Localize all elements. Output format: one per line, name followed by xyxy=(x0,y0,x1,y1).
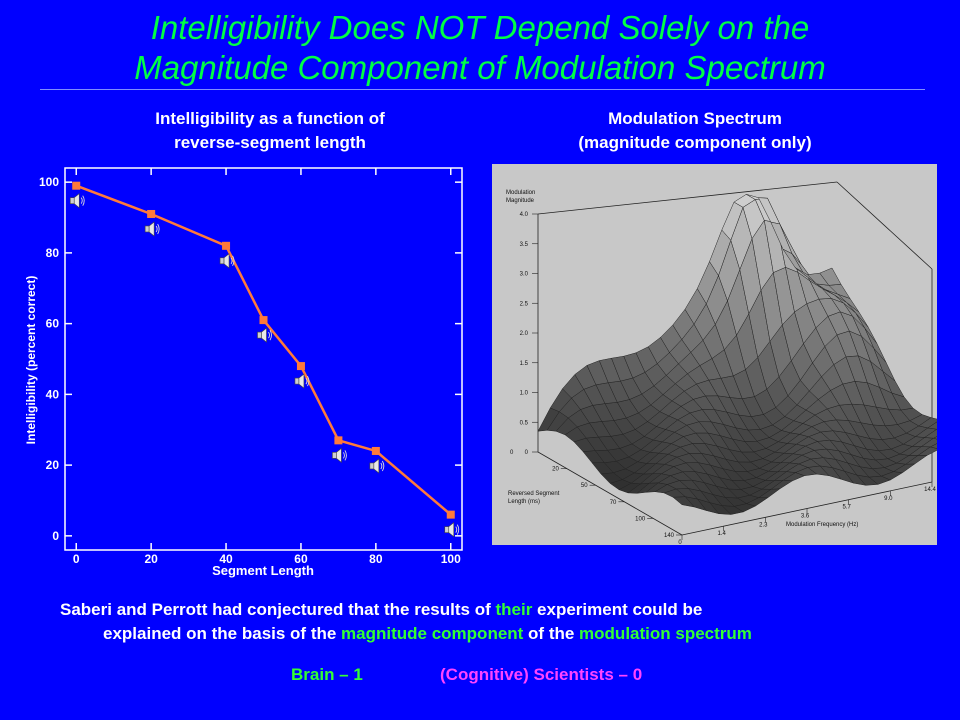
z-tick-group: 4.0 3.5 3.0 2.5 2.0 1.5 1.0 0.5 0 xyxy=(520,212,538,456)
z-tick-label: 3.5 xyxy=(520,242,529,248)
series-line xyxy=(75,184,452,516)
frequency-axis-label: Modulation Frequency (Hz) xyxy=(786,522,858,528)
title-line-2: Magnitude Component of Modulation Spectr… xyxy=(134,49,826,86)
data-point xyxy=(72,181,81,190)
left-subtitle-line-1: Intelligibility as a function of xyxy=(155,109,385,128)
footer-text-2: experiment could be xyxy=(532,600,703,619)
z-tick-label: 2.5 xyxy=(520,301,529,307)
frequency-tick-label: 9.0 xyxy=(884,496,893,502)
frequency-tick-label: 2.3 xyxy=(759,522,768,528)
data-point xyxy=(371,446,380,455)
z-tick-label: 0.5 xyxy=(520,420,529,426)
y-tick-label: 0 xyxy=(52,529,59,543)
segment-axis-label-line-1: Reversed Segment xyxy=(508,491,560,497)
frequency-tick-label: 14.4 xyxy=(924,487,936,493)
footer-text-4: of the xyxy=(523,624,580,643)
data-point xyxy=(334,436,343,445)
segment-origin-label: 0 xyxy=(510,450,514,456)
z-tick-label: 0 xyxy=(525,450,529,456)
surface-facet xyxy=(819,267,842,286)
footer-highlight-1: their xyxy=(495,600,533,619)
z-tick-label: 2.0 xyxy=(520,331,529,337)
speaker-icon[interactable] xyxy=(369,458,385,474)
speaker-icon[interactable] xyxy=(69,193,85,209)
segment-tick-label: 100 xyxy=(635,516,646,522)
frequency-tick-label: 5.7 xyxy=(842,505,851,511)
right-subtitle-line-2: (magnitude component only) xyxy=(578,133,812,152)
speaker-icon[interactable] xyxy=(444,522,460,538)
data-point xyxy=(296,362,305,371)
data-point xyxy=(222,241,231,250)
z-tick-label: 4.0 xyxy=(520,212,529,218)
modulation-spectrum-panel: Modulation Magnitude Reversed Segment Le… xyxy=(492,164,960,546)
segment-tick-label: 140 xyxy=(664,533,675,539)
y-tick-label: 80 xyxy=(46,246,60,260)
segment-tick-label: 20 xyxy=(552,467,559,473)
z-axis-label-line-1: Modulation xyxy=(506,190,535,196)
y-tick-label: 40 xyxy=(46,387,60,401)
scientists-score: (Cognitive) Scientists – 0 xyxy=(440,665,643,684)
slide-title: Intelligibility Does NOT Depend Solely o… xyxy=(0,8,960,88)
x-tick-label: 0 xyxy=(73,552,80,566)
segment-axis-label-line-2: Length (ms) xyxy=(508,499,540,505)
footer-text: Saberi and Perrott had conjectured that … xyxy=(60,598,920,646)
speaker-icon-group xyxy=(69,193,460,538)
speaker-icon[interactable] xyxy=(332,447,347,463)
footer-line-2: explained on the basis of the magnitude … xyxy=(60,622,920,646)
z-tick-label: 3.0 xyxy=(520,272,529,278)
surface-mesh xyxy=(537,194,960,515)
frequency-tick-label: 3.6 xyxy=(801,514,810,520)
data-point xyxy=(446,510,455,519)
plot-frame xyxy=(64,167,463,551)
y-tick-label: 60 xyxy=(46,317,60,331)
x-tick-label: 80 xyxy=(369,552,383,566)
surface-axis-labels: Modulation Magnitude Reversed Segment Le… xyxy=(506,190,858,528)
y-tick-label: 100 xyxy=(39,175,59,189)
frequency-tick-group: 0 1.4 2.3 3.6 5.7 9.0 14.4 xyxy=(678,482,936,546)
x-axis-label: Segment Length xyxy=(212,563,314,578)
left-chart-subtitle: Intelligibility as a function of reverse… xyxy=(80,107,460,155)
footer-text-1: Saberi and Perrott had conjectured that … xyxy=(60,600,496,619)
footer-highlight-3: modulation spectrum xyxy=(579,624,752,643)
speaker-icon[interactable] xyxy=(257,327,272,343)
brain-score: Brain – 1 xyxy=(291,665,363,684)
z-axis-label-line-2: Magnitude xyxy=(506,198,535,204)
left-subtitle-line-2: reverse-segment length xyxy=(174,133,366,152)
x-tick-label: 40 xyxy=(219,552,233,566)
data-point xyxy=(259,316,268,325)
frequency-tick-label: 0 xyxy=(678,540,682,545)
right-chart-subtitle: Modulation Spectrum (magnitude component… xyxy=(495,107,895,155)
title-divider xyxy=(40,89,925,90)
speaker-icon[interactable] xyxy=(144,221,160,237)
x-tick-label: 100 xyxy=(441,552,461,566)
segment-tick-group: 20 50 70 100 140 xyxy=(552,467,682,539)
z-tick-label: 1.0 xyxy=(520,391,529,397)
y-tick-label: 20 xyxy=(46,458,60,472)
data-point xyxy=(147,209,156,218)
title-line-1: Intelligibility Does NOT Depend Solely o… xyxy=(150,9,810,46)
speaker-icon[interactable] xyxy=(219,253,235,269)
footer-text-3: explained on the basis of the xyxy=(103,624,342,643)
segment-tick-label: 50 xyxy=(581,483,588,489)
segment-tick-label: 70 xyxy=(610,500,617,506)
footer-line-1: Saberi and Perrott had conjectured that … xyxy=(60,598,920,622)
z-tick-label: 1.5 xyxy=(520,361,529,367)
frequency-tick-label: 1.4 xyxy=(717,531,726,537)
tick-group: 0 20 40 60 80 100 0 20 40 60 80 100 xyxy=(39,168,462,566)
footer-highlight-2: magnitude component xyxy=(341,624,524,643)
point-group xyxy=(72,181,455,519)
x-tick-label: 60 xyxy=(294,552,308,566)
x-tick-label: 20 xyxy=(144,552,158,566)
right-subtitle-line-1: Modulation Spectrum xyxy=(608,109,782,128)
speaker-icon[interactable] xyxy=(294,373,310,389)
modulation-surface-chart: Modulation Magnitude Reversed Segment Le… xyxy=(506,181,960,546)
y-axis-label: Intelligibility (percent correct) xyxy=(24,276,38,445)
